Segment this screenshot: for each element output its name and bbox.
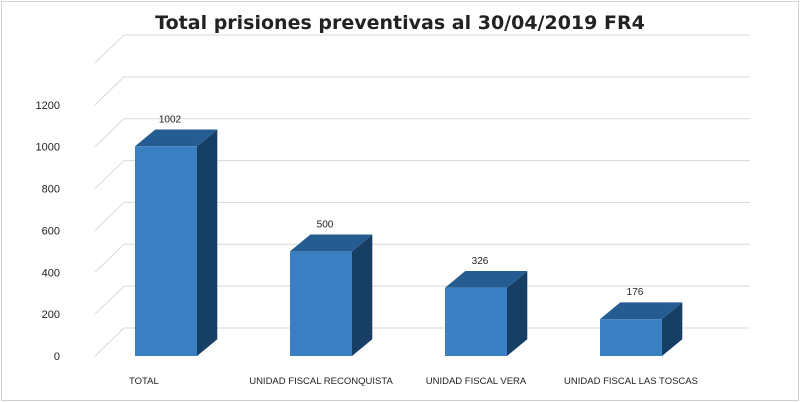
gridline-diagonal [94, 118, 125, 148]
y-axis-ticks: 0 200 400 600 800 1000 1200 [36, 100, 60, 363]
gridline-diagonal [94, 327, 125, 357]
gridline-diagonal [94, 34, 125, 64]
y-tick-label: 400 [42, 267, 60, 279]
bar-side [197, 129, 218, 356]
bar-front [290, 251, 352, 356]
y-tick-label: 600 [42, 225, 60, 237]
gridline-diagonal [94, 202, 125, 231]
bar-front [600, 319, 662, 356]
y-tick-label: 200 [42, 309, 60, 321]
gridline-diagonal [94, 160, 125, 189]
bar-top [600, 302, 683, 320]
x-tick-label: TOTAL [129, 376, 159, 387]
y-tick-label: 0 [54, 351, 60, 363]
data-label: 176 [627, 287, 644, 298]
bar-side [352, 234, 373, 356]
bar-front [135, 146, 197, 356]
x-axis-ticks: TOTAL UNIDAD FISCAL RECONQUISTA UNIDAD FIS… [129, 376, 698, 387]
data-labels: 1002 500 326 176 [159, 114, 644, 298]
chart-title: Total prisiones preventivas al 30/04/201… [155, 12, 645, 34]
bar-top [445, 270, 528, 288]
y-tick-label: 1200 [36, 100, 60, 112]
bars [135, 129, 683, 356]
bar-front [445, 287, 507, 356]
y-tick-label: 800 [42, 184, 60, 196]
x-tick-label: UNIDAD FISCAL VERA [426, 376, 527, 387]
gridline-diagonal [94, 243, 125, 273]
x-tick-label: UNIDAD FISCAL LAS TOSCAS [564, 376, 698, 387]
data-label: 500 [317, 219, 334, 230]
y-tick-label: 1000 [36, 142, 60, 154]
bar-side [507, 270, 528, 356]
bar-top [290, 234, 373, 252]
gridline-diagonal [94, 285, 125, 315]
gridlines [94, 34, 750, 357]
gridline-diagonal [94, 76, 125, 106]
data-label: 326 [472, 256, 489, 267]
data-label: 1002 [159, 114, 182, 125]
x-tick-label: UNIDAD FISCAL RECONQUISTA [249, 376, 393, 387]
bar-side [662, 302, 683, 356]
bar-top [135, 129, 218, 147]
